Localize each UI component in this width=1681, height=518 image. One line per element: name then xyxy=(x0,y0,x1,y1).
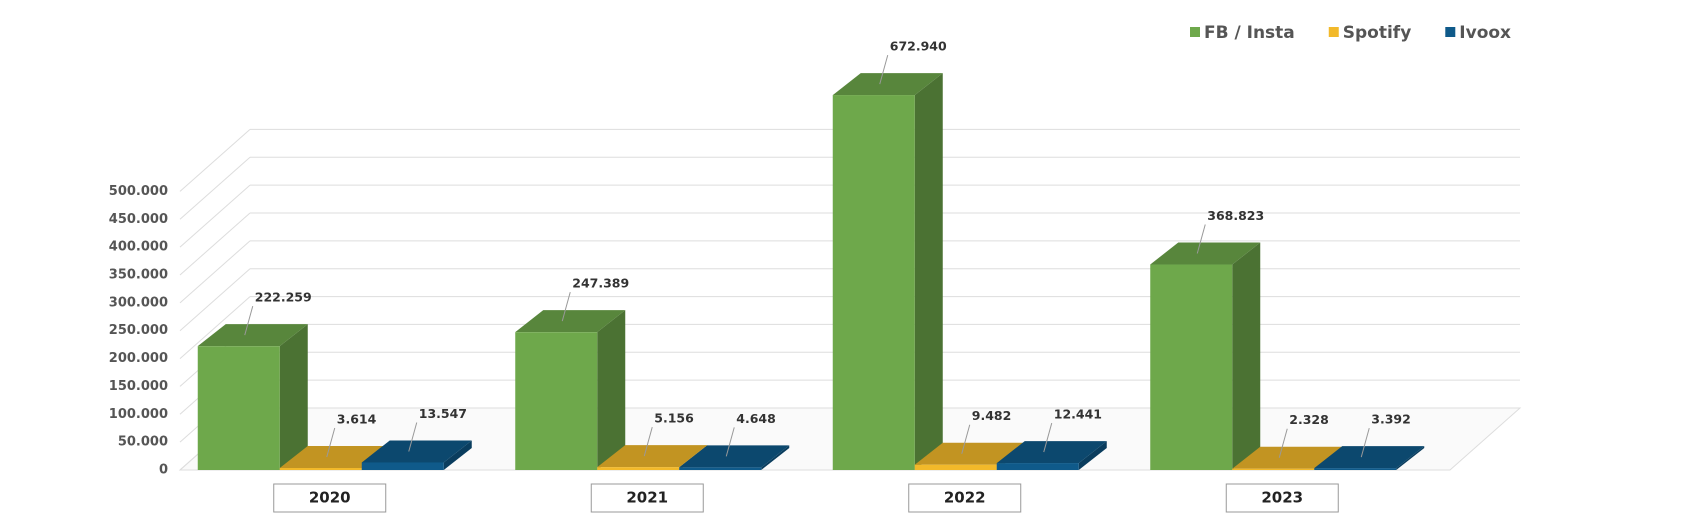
bar xyxy=(1314,468,1397,470)
category-box xyxy=(273,483,387,513)
y-tick-label: 150.000 xyxy=(109,379,168,394)
bar-top xyxy=(1232,446,1343,469)
value-label: 368.823 xyxy=(1207,208,1264,223)
bar xyxy=(1232,468,1315,470)
y-tick-label: 100.000 xyxy=(109,407,168,422)
legend-label: Spotify xyxy=(1343,23,1412,43)
leader-line xyxy=(326,427,336,458)
value-label: 3.392 xyxy=(1371,412,1411,427)
grid-line xyxy=(179,240,251,304)
value-label: 4.648 xyxy=(736,411,776,426)
category-box xyxy=(1225,483,1339,513)
grid-line xyxy=(179,184,251,248)
bar-top xyxy=(197,324,308,347)
leader-line xyxy=(1043,422,1053,453)
bar-side xyxy=(443,440,472,470)
leader-line xyxy=(961,424,971,454)
bar-side xyxy=(1078,441,1107,470)
grid-line xyxy=(179,268,251,332)
leader-line xyxy=(244,306,254,336)
bar-side xyxy=(914,73,943,470)
y-tick-label: 200.000 xyxy=(109,351,168,366)
legend-swatch xyxy=(1445,27,1456,37)
y-tick-label: 300.000 xyxy=(109,295,168,310)
legend-swatch xyxy=(1328,27,1339,37)
value-label: 672.940 xyxy=(890,39,947,54)
bar-side xyxy=(279,324,308,470)
bar-top xyxy=(1314,446,1425,469)
bar-top xyxy=(832,73,943,96)
grid-line xyxy=(179,296,251,359)
value-label: 3.614 xyxy=(337,411,377,426)
bar-top xyxy=(1150,242,1261,265)
bar-side xyxy=(597,310,626,470)
bar xyxy=(1150,264,1233,470)
bar xyxy=(515,332,598,470)
x-tick-label: 2020 xyxy=(309,489,351,507)
y-tick-label: 450.000 xyxy=(109,212,168,227)
bar-top xyxy=(914,442,1025,465)
bar-side xyxy=(761,445,790,470)
category-box xyxy=(908,483,1022,513)
bar-side xyxy=(1396,446,1425,470)
value-label: 5.156 xyxy=(654,411,694,426)
leader-line xyxy=(879,54,889,85)
bar-top xyxy=(361,440,472,463)
y-tick-label: 0 xyxy=(159,463,168,478)
leader-line xyxy=(725,427,735,457)
y-tick-label: 500.000 xyxy=(109,184,168,199)
category-box xyxy=(590,483,704,513)
bar xyxy=(197,346,280,470)
x-tick-label: 2021 xyxy=(626,489,668,507)
bar xyxy=(361,462,444,470)
grid-line xyxy=(179,212,251,276)
bar-top xyxy=(515,310,626,333)
x-tick-label: 2022 xyxy=(944,489,986,507)
legend-label: FB / Insta xyxy=(1204,23,1295,43)
bar xyxy=(679,467,762,470)
grid-line xyxy=(179,129,251,192)
y-tick-label: 250.000 xyxy=(109,323,168,338)
grid-line xyxy=(179,156,251,220)
bar xyxy=(597,467,680,470)
value-label: 222.259 xyxy=(255,290,312,305)
legend-label: Ivoox xyxy=(1459,23,1511,43)
leader-line xyxy=(408,422,418,452)
value-label: 12.441 xyxy=(1054,407,1102,422)
leader-line xyxy=(561,292,571,322)
bar xyxy=(832,95,915,470)
leader-line xyxy=(1196,224,1206,254)
value-label: 9.482 xyxy=(972,408,1012,423)
bar-top xyxy=(679,445,790,468)
y-tick-label: 400.000 xyxy=(109,240,168,255)
leader-line xyxy=(1360,427,1370,458)
leader-line xyxy=(643,426,653,457)
leader-line xyxy=(1278,428,1288,458)
x-tick-label: 2023 xyxy=(1261,489,1303,507)
value-label: 247.389 xyxy=(572,276,629,291)
bar xyxy=(914,464,997,470)
bar-top xyxy=(996,441,1107,464)
bar-top xyxy=(597,445,708,468)
y-tick-label: 50.000 xyxy=(118,435,168,450)
legend-swatch xyxy=(1190,27,1200,37)
value-label: 2.328 xyxy=(1289,412,1329,427)
value-label: 13.547 xyxy=(419,406,467,421)
y-tick-label: 350.000 xyxy=(109,268,168,283)
bar-side xyxy=(1232,242,1261,470)
bar xyxy=(996,463,1079,470)
bar xyxy=(279,467,362,470)
